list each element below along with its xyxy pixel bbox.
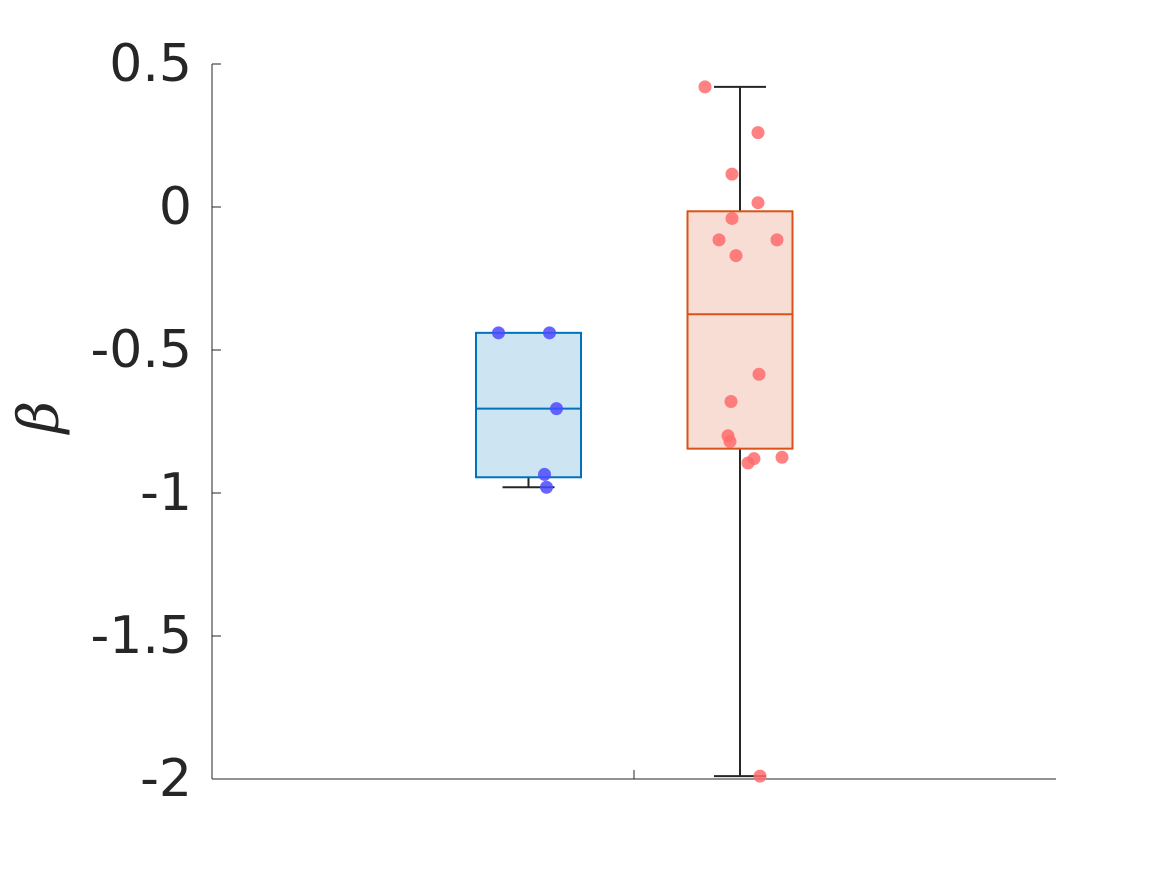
data-point [724,394,738,408]
data-point [540,480,553,494]
y-tick-label: -1 [140,463,192,523]
data-point [543,326,556,340]
y-tick-label: 0 [159,177,192,237]
data-points [492,80,789,783]
data-point [729,249,743,263]
boxes [475,85,794,778]
axes [211,64,1056,780]
data-point [550,402,563,416]
data-point [751,126,765,140]
y-ticks: 0.5 0 -0.5 -1 -1.5 -2 [91,34,221,809]
data-point [751,196,765,210]
data-point [725,211,739,225]
box-iqr [686,210,794,450]
box-iqr [475,331,582,479]
y-tick-label: -1.5 [91,606,192,666]
data-point [753,769,767,783]
data-point [741,456,755,470]
box-group-2 [686,85,794,778]
data-point [770,233,784,247]
y-tick-label: -2 [140,749,192,809]
box-group-1 [475,331,582,489]
data-point [538,467,551,481]
data-point [752,367,766,381]
data-point [698,80,712,94]
data-point [712,233,726,247]
data-point [723,435,737,449]
data-point [775,450,789,464]
data-point [725,167,739,181]
y-axis-label: β [7,401,72,435]
y-tick-label: -0.5 [91,320,192,380]
data-point [492,326,505,340]
y-tick-label: 0.5 [109,34,192,94]
